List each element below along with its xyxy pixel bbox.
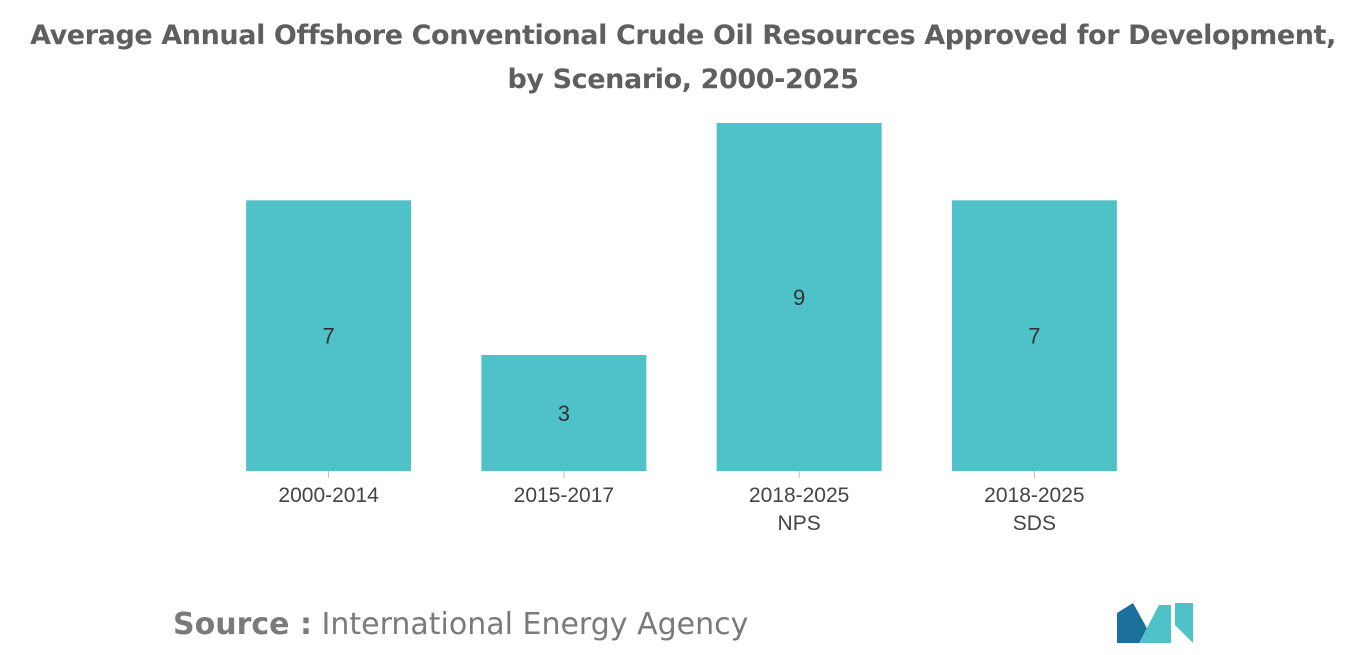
x-ticks-group	[328, 471, 1035, 478]
source-label: Source :	[173, 607, 312, 642]
bar-value-label-2: 3	[558, 401, 570, 426]
brand-logo-icon	[1117, 603, 1193, 643]
source-value: International Energy Agency	[321, 607, 749, 642]
bar-labels-group: 7 3 9 7	[323, 285, 1041, 426]
chart-title-line-1: Average Annual Offshore Conventional Cru…	[30, 20, 1336, 51]
logo-right-shape	[1175, 603, 1193, 643]
bar-value-label-4: 7	[1028, 324, 1040, 349]
chart-title-line-2: by Scenario, 2000-2025	[507, 64, 859, 95]
bars-group	[246, 123, 1117, 472]
x-tick-label-4-line-2: SDS	[1013, 512, 1056, 535]
bar-value-label-3: 9	[793, 285, 805, 310]
x-tick-label-4-line-1: 2018-2025	[984, 484, 1084, 507]
source-note: Source : International Energy Agency	[173, 603, 748, 647]
bar-4	[951, 200, 1117, 472]
x-tick-label-3-line-1: 2018-2025	[749, 484, 849, 507]
x-tick-label-2-line-1: 2015-2017	[514, 484, 614, 507]
chart-title: Average Annual Offshore Conventional Cru…	[0, 14, 1366, 102]
logo-middle-shape	[1139, 605, 1171, 643]
bar-2	[481, 355, 647, 471]
x-tick-label-1-line-1: 2000-2014	[278, 484, 379, 507]
bar-value-label-1: 7	[323, 324, 335, 349]
x-tick-label-3-line-2: NPS	[778, 512, 821, 535]
x-tick-labels-group: 2000-2014 2015-2017 2018-2025 NPS 2018-2025 S…	[278, 484, 1084, 535]
bar-1	[246, 200, 412, 472]
bar-3	[716, 123, 882, 471]
